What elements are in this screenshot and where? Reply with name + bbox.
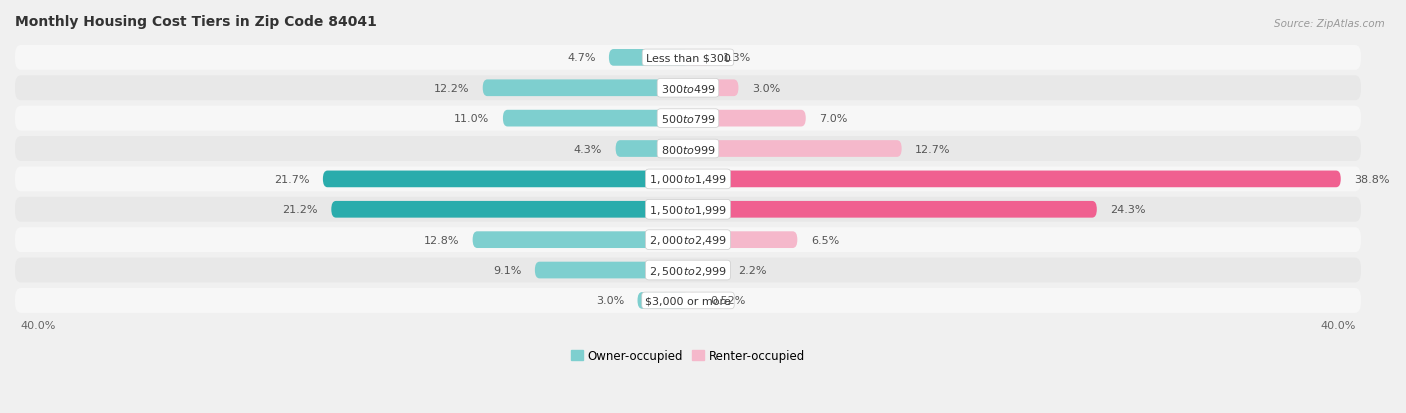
FancyBboxPatch shape	[688, 202, 1097, 218]
FancyBboxPatch shape	[15, 76, 1361, 101]
FancyBboxPatch shape	[15, 46, 1361, 71]
Text: 0.52%: 0.52%	[710, 296, 745, 306]
FancyBboxPatch shape	[15, 258, 1361, 283]
Text: $2,000 to $2,499: $2,000 to $2,499	[648, 234, 727, 247]
FancyBboxPatch shape	[534, 262, 688, 279]
Text: 21.7%: 21.7%	[274, 174, 309, 185]
FancyBboxPatch shape	[688, 262, 725, 279]
Text: 9.1%: 9.1%	[494, 266, 522, 275]
Text: 3.0%: 3.0%	[752, 83, 780, 93]
Text: $3,000 or more: $3,000 or more	[645, 296, 731, 306]
Text: 6.5%: 6.5%	[811, 235, 839, 245]
FancyBboxPatch shape	[482, 80, 688, 97]
Text: 40.0%: 40.0%	[20, 320, 55, 330]
Text: 12.7%: 12.7%	[915, 144, 950, 154]
FancyBboxPatch shape	[637, 292, 688, 309]
Text: Source: ZipAtlas.com: Source: ZipAtlas.com	[1274, 19, 1385, 28]
Text: $1,500 to $1,999: $1,500 to $1,999	[648, 203, 727, 216]
Text: 24.3%: 24.3%	[1111, 205, 1146, 215]
FancyBboxPatch shape	[688, 80, 738, 97]
Text: 1.3%: 1.3%	[723, 53, 752, 63]
Text: 4.7%: 4.7%	[567, 53, 595, 63]
FancyBboxPatch shape	[688, 232, 797, 248]
Legend: Owner-occupied, Renter-occupied: Owner-occupied, Renter-occupied	[567, 345, 810, 367]
FancyBboxPatch shape	[688, 292, 697, 309]
FancyBboxPatch shape	[15, 137, 1361, 161]
Text: $300 to $499: $300 to $499	[661, 83, 716, 95]
FancyBboxPatch shape	[616, 141, 688, 157]
FancyBboxPatch shape	[472, 232, 688, 248]
Text: 2.2%: 2.2%	[738, 266, 766, 275]
FancyBboxPatch shape	[688, 111, 806, 127]
Text: Monthly Housing Cost Tiers in Zip Code 84041: Monthly Housing Cost Tiers in Zip Code 8…	[15, 15, 377, 29]
Text: $500 to $799: $500 to $799	[661, 113, 716, 125]
Text: 12.2%: 12.2%	[434, 83, 470, 93]
FancyBboxPatch shape	[609, 50, 688, 66]
FancyBboxPatch shape	[688, 141, 901, 157]
FancyBboxPatch shape	[503, 111, 688, 127]
Text: 11.0%: 11.0%	[454, 114, 489, 124]
FancyBboxPatch shape	[323, 171, 688, 188]
Text: $2,500 to $2,999: $2,500 to $2,999	[648, 264, 727, 277]
Text: Less than $300: Less than $300	[645, 53, 730, 63]
FancyBboxPatch shape	[688, 171, 1341, 188]
FancyBboxPatch shape	[15, 167, 1361, 192]
FancyBboxPatch shape	[332, 202, 688, 218]
Text: $800 to $999: $800 to $999	[661, 143, 716, 155]
Text: 21.2%: 21.2%	[283, 205, 318, 215]
Text: 38.8%: 38.8%	[1354, 174, 1389, 185]
Text: 3.0%: 3.0%	[596, 296, 624, 306]
FancyBboxPatch shape	[15, 228, 1361, 252]
Text: 12.8%: 12.8%	[423, 235, 460, 245]
FancyBboxPatch shape	[15, 197, 1361, 222]
Text: 4.3%: 4.3%	[574, 144, 602, 154]
Text: 7.0%: 7.0%	[820, 114, 848, 124]
Text: 40.0%: 40.0%	[1320, 320, 1355, 330]
FancyBboxPatch shape	[15, 288, 1361, 313]
FancyBboxPatch shape	[15, 107, 1361, 131]
Text: $1,000 to $1,499: $1,000 to $1,499	[648, 173, 727, 186]
FancyBboxPatch shape	[688, 50, 710, 66]
